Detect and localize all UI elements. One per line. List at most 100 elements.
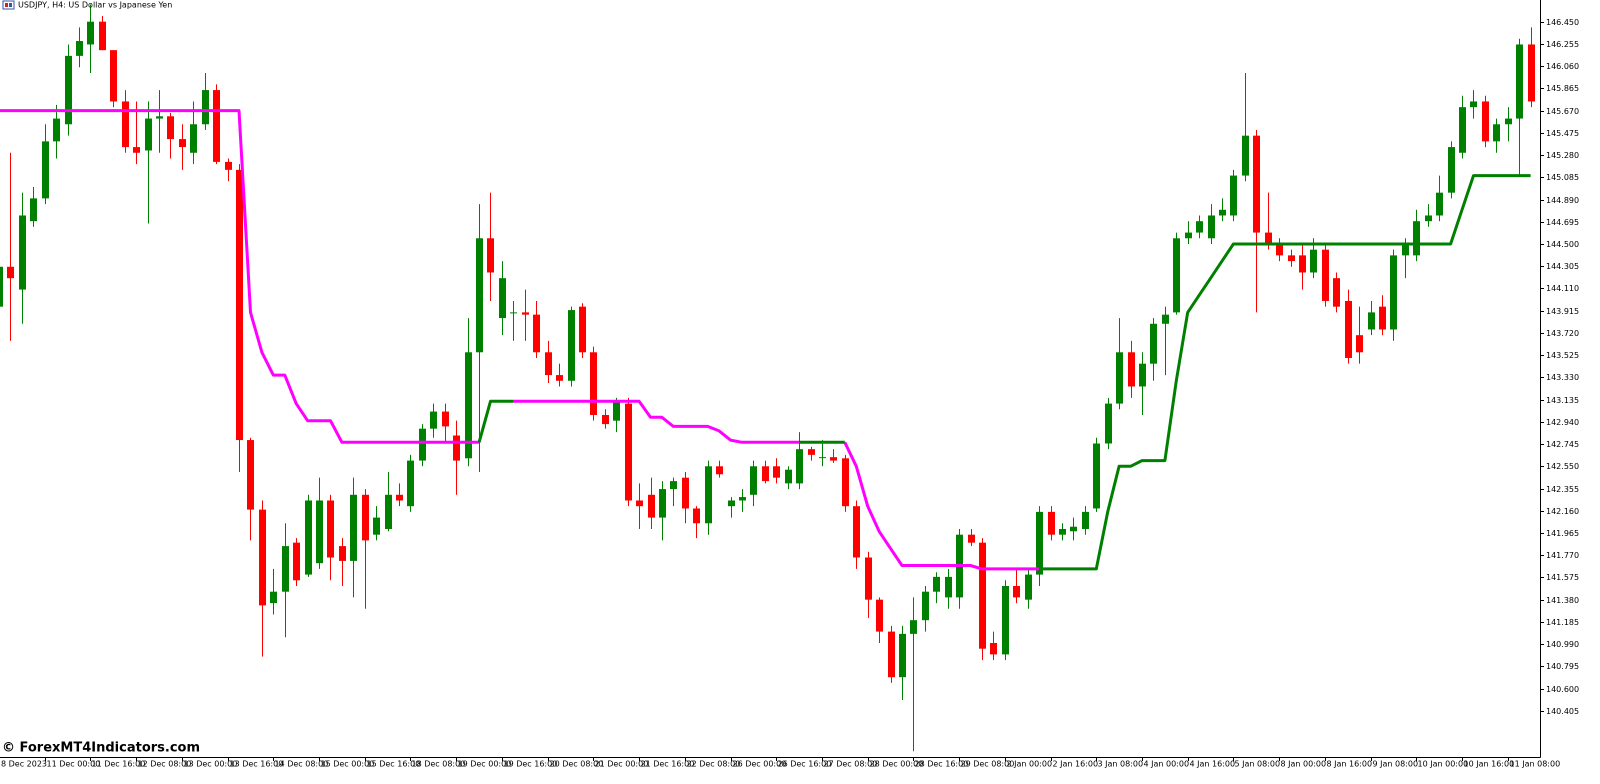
candle-body [225, 161, 232, 170]
candle-body [362, 494, 369, 541]
candle-body [499, 278, 506, 319]
x-tick-label: 28 Dec 00:00 [870, 760, 924, 769]
candle-body [1150, 323, 1157, 364]
y-tick-label: 140.795 [1546, 662, 1579, 671]
candle-body [133, 147, 140, 153]
y-tick-label: 145.085 [1546, 173, 1579, 182]
candle-body [19, 215, 26, 290]
candle-body [1356, 335, 1363, 353]
candle-body [65, 55, 72, 125]
y-tick-label: 143.915 [1546, 307, 1579, 316]
candle-body [556, 375, 563, 381]
candle-body [1436, 192, 1443, 216]
candle-body [270, 591, 277, 604]
candle-body [190, 124, 197, 153]
candle-body [1322, 249, 1329, 301]
candle-body [350, 494, 357, 561]
x-tick-label: 19 Dec 16:00 [504, 760, 558, 769]
indicator-line [477, 174, 1531, 571]
watermark: © ForexMT4Indicators.com [2, 741, 200, 756]
y-tick-label: 140.405 [1546, 707, 1579, 716]
candle-body [202, 90, 209, 125]
x-tick-label: 9 Jan 08:00 [1373, 760, 1419, 769]
candle-body [876, 599, 883, 632]
candle-body [407, 460, 414, 507]
candle-body [373, 517, 380, 535]
x-tick-label: 15 Dec 00:00 [321, 760, 375, 769]
y-tick-label: 143.525 [1546, 351, 1579, 360]
candle-body [1048, 511, 1055, 535]
candle-body [1013, 585, 1020, 598]
candle-body [979, 542, 986, 649]
y-tick-label: 144.890 [1546, 196, 1579, 205]
candle-body [533, 314, 540, 353]
candle-body [487, 238, 494, 273]
x-tick-label: 12 Dec 08:00 [138, 760, 192, 769]
x-tick-label: 4 Jan 00:00 [1144, 760, 1190, 769]
candle-body [625, 403, 632, 501]
candle-body [1276, 243, 1283, 256]
candle-body [1128, 352, 1135, 387]
candle-body [888, 631, 895, 678]
x-tick-label: 27 Dec 08:00 [824, 760, 878, 769]
candle-body [259, 509, 266, 606]
candle-body [396, 494, 403, 501]
candle-body [865, 557, 872, 600]
x-tick-label: 11 Jan 08:00 [1510, 760, 1561, 769]
x-tick-label: 21 Dec 16:00 [641, 760, 695, 769]
y-tick-label: 141.965 [1546, 529, 1579, 538]
candle-body [339, 546, 346, 561]
x-tick-label: 29 Dec 08:00 [961, 760, 1015, 769]
x-tick-label: 14 Dec 08:00 [275, 760, 329, 769]
candle-body [1139, 363, 1146, 387]
x-tick-label: 8 Jan 00:00 [1281, 760, 1327, 769]
candle-body [282, 546, 289, 592]
candle-body [1196, 221, 1203, 233]
x-tick-label: 10 Jan 16:00 [1464, 760, 1515, 769]
candle-body [522, 312, 529, 315]
candle-body [785, 469, 792, 484]
candle-body [1402, 243, 1409, 256]
candle-body [762, 466, 769, 482]
candle-body [1162, 314, 1169, 324]
y-tick-label: 145.475 [1546, 129, 1579, 138]
candle-body [42, 141, 49, 199]
candle-body [1345, 300, 1352, 358]
candle-body [1116, 352, 1123, 404]
candle-body [705, 466, 712, 524]
candle-body [933, 576, 940, 592]
candle-body [293, 542, 300, 581]
candle-body [1379, 306, 1386, 330]
x-tick-label: 15 Dec 16:00 [367, 760, 421, 769]
y-tick-label: 146.450 [1546, 18, 1579, 27]
candle-body [453, 435, 460, 461]
y-tick-label: 145.280 [1546, 151, 1579, 160]
candle-body [602, 414, 609, 425]
candle-body [968, 534, 975, 543]
candle-body [1082, 511, 1089, 529]
candle-body [53, 118, 60, 142]
x-tick-label: 18 Dec 08:00 [412, 760, 466, 769]
candle-body [1368, 312, 1375, 330]
candle-body [1425, 215, 1432, 222]
candle-body [590, 352, 597, 415]
y-tick-label: 144.110 [1546, 284, 1579, 293]
y-tick-label: 141.380 [1546, 596, 1579, 605]
candle-body [1470, 101, 1477, 108]
x-tick-label: 4 Jan 16:00 [1190, 760, 1236, 769]
candle-body [1253, 135, 1260, 233]
candle-body [819, 457, 826, 459]
candle-body [1516, 44, 1523, 119]
y-tick-label: 144.500 [1546, 240, 1579, 249]
symbol-icon [2, 0, 15, 10]
x-tick-label: 2 Jan 00:00 [1007, 760, 1053, 769]
x-tick-label: 22 Dec 08:00 [687, 760, 741, 769]
candle-body [1093, 443, 1100, 509]
candle-body [842, 458, 849, 507]
candle-body [808, 449, 815, 455]
y-tick-label: 142.550 [1546, 462, 1579, 471]
candle-body [1528, 44, 1535, 102]
candle-body [7, 266, 14, 279]
y-tick-label: 141.575 [1546, 573, 1579, 582]
